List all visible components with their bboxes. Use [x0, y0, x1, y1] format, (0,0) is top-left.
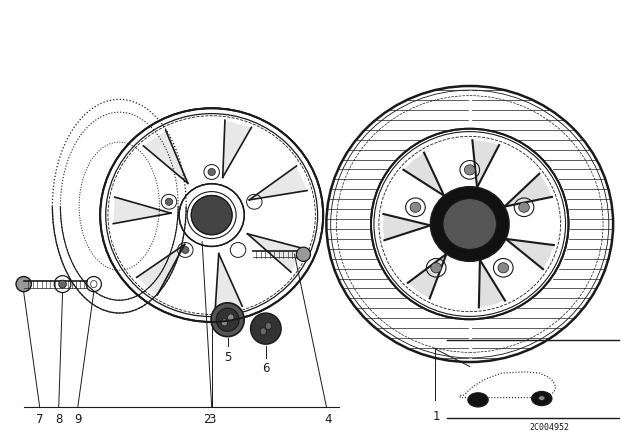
Ellipse shape [211, 303, 244, 336]
Ellipse shape [518, 202, 529, 212]
Ellipse shape [59, 280, 67, 288]
Ellipse shape [182, 246, 189, 254]
Ellipse shape [539, 396, 545, 401]
Text: 9: 9 [74, 413, 82, 426]
Ellipse shape [468, 393, 488, 407]
Text: 2: 2 [203, 413, 211, 426]
Ellipse shape [16, 276, 31, 292]
Polygon shape [383, 214, 431, 240]
Polygon shape [504, 174, 552, 207]
Ellipse shape [228, 314, 234, 321]
Polygon shape [215, 254, 242, 311]
Ellipse shape [532, 392, 552, 405]
Text: 3: 3 [208, 413, 215, 426]
Ellipse shape [191, 195, 232, 235]
Ellipse shape [465, 165, 475, 175]
Polygon shape [113, 197, 171, 224]
Ellipse shape [260, 328, 266, 335]
Ellipse shape [265, 323, 271, 330]
Polygon shape [249, 166, 307, 200]
Ellipse shape [221, 319, 228, 326]
Ellipse shape [410, 202, 420, 212]
Polygon shape [479, 260, 505, 307]
Text: 8: 8 [55, 413, 63, 426]
Polygon shape [143, 130, 188, 183]
Text: 5: 5 [224, 351, 231, 364]
Ellipse shape [498, 263, 509, 273]
Polygon shape [137, 245, 185, 295]
Polygon shape [223, 120, 252, 177]
Ellipse shape [431, 187, 509, 261]
Polygon shape [403, 153, 444, 196]
Ellipse shape [250, 313, 281, 344]
Polygon shape [248, 234, 304, 272]
Polygon shape [506, 239, 554, 269]
Ellipse shape [208, 168, 215, 176]
Ellipse shape [191, 195, 232, 235]
Ellipse shape [296, 247, 310, 261]
Polygon shape [408, 254, 447, 298]
Text: 1: 1 [432, 409, 440, 422]
Ellipse shape [165, 198, 173, 205]
Ellipse shape [216, 308, 239, 332]
Text: 4: 4 [324, 413, 332, 426]
Text: 6: 6 [262, 362, 269, 375]
Polygon shape [472, 140, 499, 187]
Ellipse shape [443, 198, 497, 250]
Text: 2C004952: 2C004952 [529, 423, 570, 432]
Ellipse shape [431, 263, 442, 273]
Text: 7: 7 [36, 413, 44, 426]
